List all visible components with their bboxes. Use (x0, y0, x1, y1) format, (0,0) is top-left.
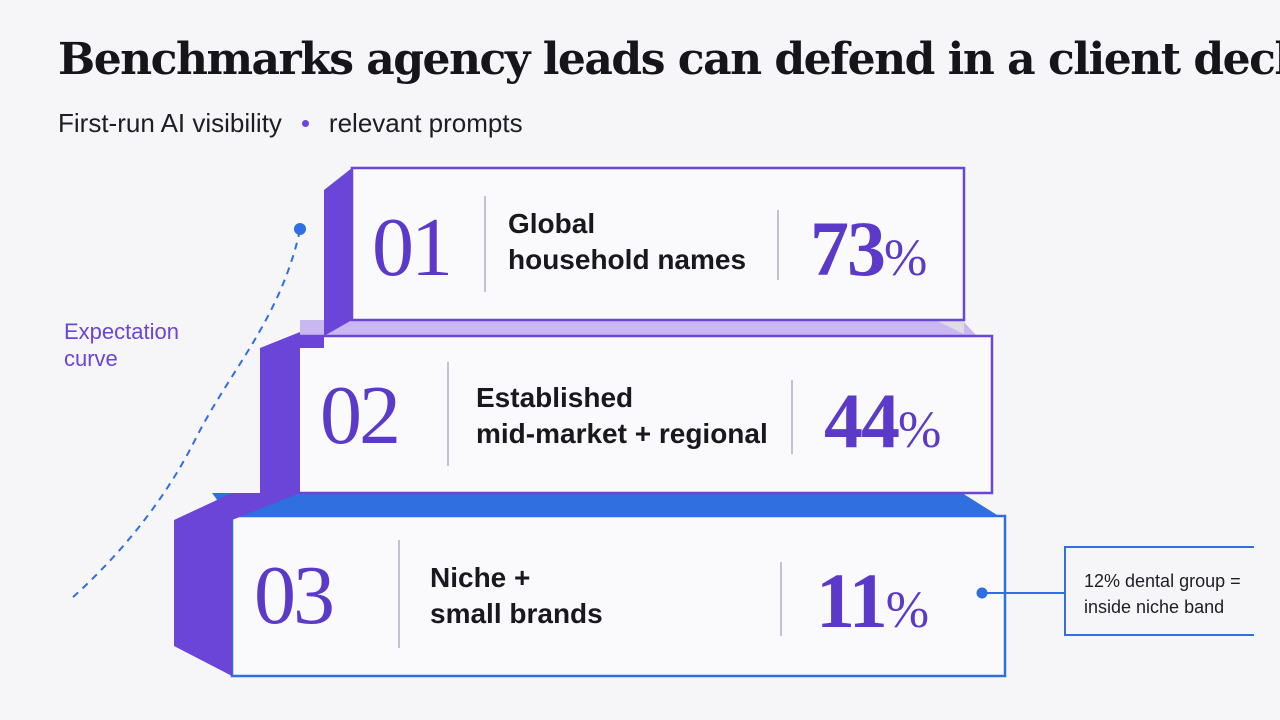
tier3-front-face (230, 514, 1007, 678)
tier1-label-line1: Global (508, 208, 596, 239)
tier1-front-face (350, 166, 966, 322)
subtitle-right: relevant prompts (328, 108, 523, 138)
tier1-divider-left (484, 196, 486, 292)
tier2-divider-left (447, 362, 449, 466)
tier3-top-face (212, 493, 1005, 520)
tier3-label-line1: Niche + (430, 562, 531, 593)
page-title: Benchmarks agency leads can defend in a … (58, 34, 1280, 85)
tier3-percent: 11% (816, 562, 929, 640)
curve-end-dot (294, 223, 306, 235)
dental-group-callout: 12% dental group = inside niche band (1064, 546, 1254, 636)
expectation-curve-label: Expectation curve (64, 318, 179, 372)
curve-label-line1: Expectation (64, 319, 179, 344)
tier1-left-riser (300, 336, 324, 348)
expectation-curve (71, 229, 301, 599)
tier3-label: Niche + small brands (430, 560, 603, 632)
tier1-label-line2: household names (508, 244, 747, 275)
tier1-divider-right (777, 210, 779, 280)
tier2-label: Established mid-market + regional (476, 380, 768, 452)
tier1-number: 01 (372, 201, 453, 294)
tier3-number: 03 (254, 549, 335, 642)
tier2-front-face (296, 334, 994, 495)
tier3-left-wall (174, 493, 232, 676)
tier1-label: Global household names (508, 206, 746, 278)
tier3-divider-right (780, 562, 782, 636)
tier2-percent: 44% (824, 382, 941, 460)
tier2-label-line1: Established (476, 382, 634, 413)
tier2-left-wall (260, 332, 300, 493)
tier3-percent-sign: % (885, 582, 929, 639)
tier3-divider-left (398, 540, 400, 648)
tier2-divider-right (791, 380, 793, 454)
callout-line1: 12% dental group = (1084, 571, 1241, 591)
tier2-number: 02 (320, 369, 401, 462)
curve-label-line2: curve (64, 346, 118, 371)
tier1-percent: 73% (810, 210, 927, 288)
tier2-left-riser (232, 493, 300, 520)
tier2-label-line2: mid-market + regional (476, 418, 768, 449)
tier2-percent-sign: % (898, 402, 941, 459)
page-subtitle: First-run AI visibility relevant prompts (58, 108, 523, 139)
tier1-percent-value: 73 (810, 205, 886, 292)
callout-line2: inside niche band (1084, 597, 1225, 617)
tier1-left-wall (324, 168, 352, 336)
tier3-label-line2: small brands (430, 598, 603, 629)
callout-anchor-dot (976, 587, 988, 599)
tier1-percent-sign: % (884, 230, 927, 287)
tier2-percent-value: 44 (824, 377, 900, 464)
bullet-dot (301, 120, 309, 127)
tier3-percent-value: 11 (816, 557, 888, 644)
subtitle-left: First-run AI visibility (58, 108, 282, 138)
